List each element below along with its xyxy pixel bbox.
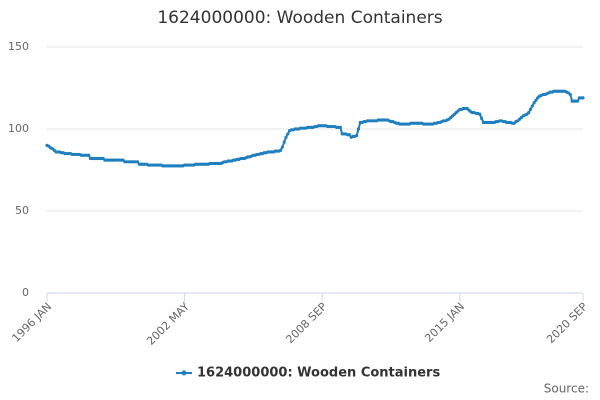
point <box>534 98 538 102</box>
point <box>528 107 533 111</box>
y-tick-label: 150 <box>8 40 29 53</box>
x-tick-label: 2020 SEP <box>544 300 590 346</box>
point <box>479 116 484 120</box>
point <box>356 127 361 131</box>
point <box>282 140 286 144</box>
x-tick-label: 2008 SEP <box>283 300 329 346</box>
point <box>135 160 140 164</box>
source: Source: <box>544 382 589 396</box>
y-tick-label: 100 <box>8 122 29 135</box>
point <box>581 96 585 100</box>
point <box>530 104 534 108</box>
y-tick-label: 0 <box>22 286 29 299</box>
point <box>532 101 536 105</box>
point <box>355 133 359 138</box>
point <box>347 133 352 137</box>
point <box>575 99 580 103</box>
chart-title: 1624000000: Wooden Containers <box>157 8 442 28</box>
point <box>87 153 91 157</box>
point <box>338 125 342 129</box>
x-tick-label: 2015 JAN <box>422 300 467 345</box>
point <box>280 145 285 149</box>
x-tick-label: 1996 JAN <box>9 300 54 345</box>
legend-marker <box>181 370 187 376</box>
legend-text: 1624000000: Wooden Containers <box>197 366 440 381</box>
point <box>286 132 290 136</box>
x-tick-label: 2002 MAY <box>144 300 192 348</box>
point <box>527 111 531 115</box>
point <box>478 112 482 116</box>
point <box>278 148 283 152</box>
point <box>568 92 572 97</box>
y-tick-label: 50 <box>15 204 29 217</box>
point <box>284 135 288 139</box>
